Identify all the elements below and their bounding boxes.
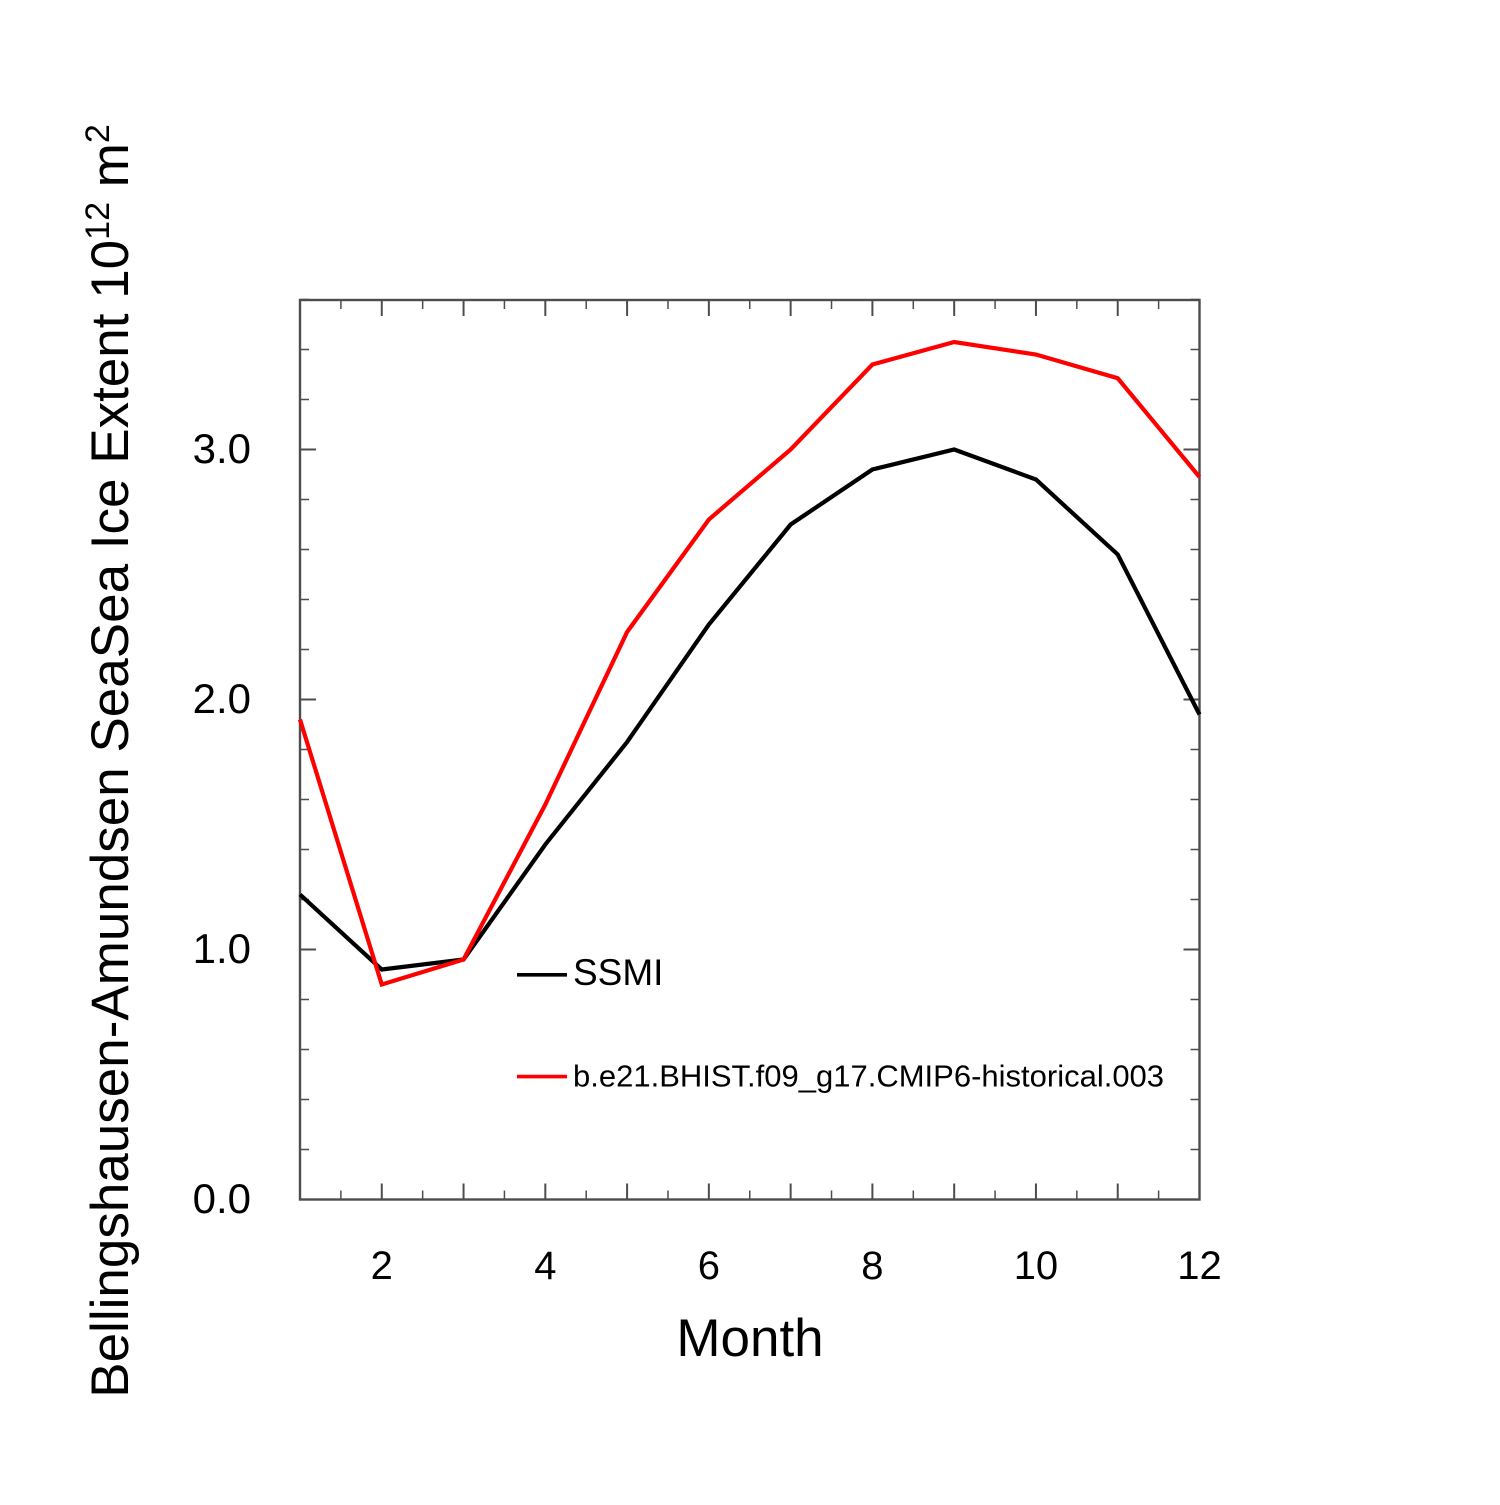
svg-text:2.0: 2.0 <box>193 675 251 722</box>
svg-text:b.e21.BHIST.f09_g17.CMIP6-hist: b.e21.BHIST.f09_g17.CMIP6-historical.003 <box>573 1059 1164 1094</box>
svg-text:12: 12 <box>1177 1244 1222 1288</box>
svg-text:0.0: 0.0 <box>193 1175 251 1222</box>
svg-text:10: 10 <box>1014 1244 1059 1288</box>
svg-text:4: 4 <box>534 1244 556 1288</box>
svg-text:2: 2 <box>371 1244 393 1288</box>
svg-text:6: 6 <box>698 1244 720 1288</box>
svg-text:SSMI: SSMI <box>573 952 663 993</box>
svg-text:8: 8 <box>861 1244 883 1288</box>
svg-text:3.0: 3.0 <box>193 425 251 472</box>
svg-text:1.0: 1.0 <box>193 925 251 972</box>
svg-text:Bellingshausen-Amundsen SeaSea: Bellingshausen-Amundsen SeaSea Ice Exten… <box>79 124 140 1398</box>
svg-text:Month: Month <box>676 1309 823 1368</box>
